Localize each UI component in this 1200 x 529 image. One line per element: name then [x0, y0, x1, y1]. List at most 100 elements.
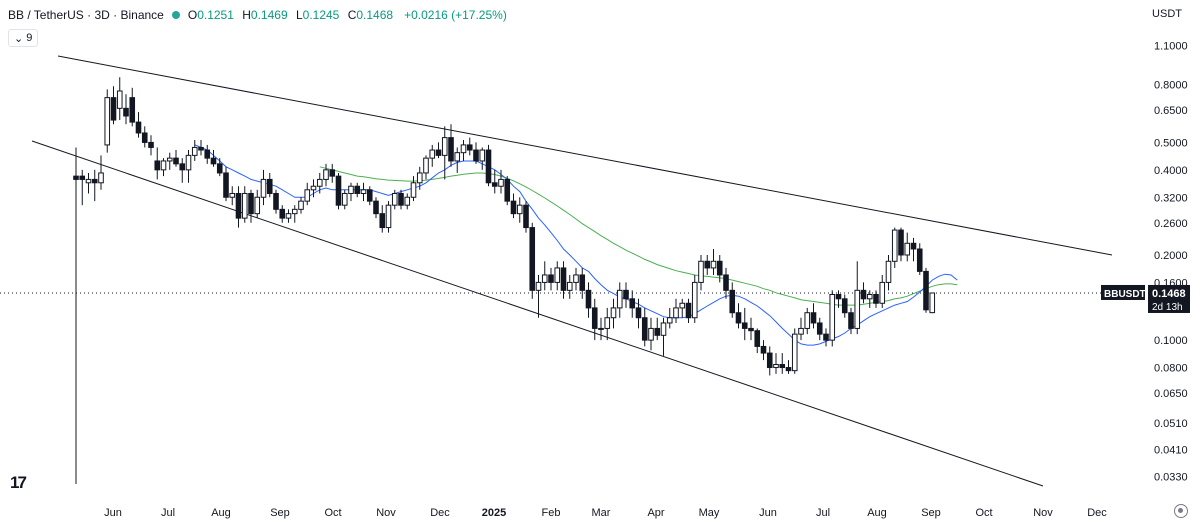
- candle[interactable]: [523, 201, 529, 233]
- candle[interactable]: [504, 176, 511, 206]
- candle[interactable]: [410, 176, 417, 202]
- candle[interactable]: [773, 353, 779, 374]
- candle[interactable]: [116, 77, 123, 121]
- candle[interactable]: [385, 201, 392, 233]
- upper-trendline[interactable]: [57, 55, 1113, 256]
- candle[interactable]: [529, 222, 536, 299]
- candle[interactable]: [123, 94, 129, 125]
- candle[interactable]: [616, 282, 623, 318]
- candle[interactable]: [679, 298, 686, 318]
- candle[interactable]: [466, 137, 473, 156]
- candle[interactable]: [510, 193, 517, 219]
- candle[interactable]: [766, 346, 773, 376]
- candle[interactable]: [541, 261, 548, 291]
- candle[interactable]: [416, 166, 423, 190]
- candle[interactable]: [398, 189, 404, 210]
- candle[interactable]: [748, 317, 754, 341]
- candle[interactable]: [610, 298, 617, 329]
- candle[interactable]: [791, 328, 798, 374]
- candle[interactable]: [760, 340, 767, 361]
- candle[interactable]: [848, 307, 854, 335]
- candle[interactable]: [741, 307, 748, 341]
- candle[interactable]: [254, 189, 261, 219]
- candle[interactable]: [916, 243, 923, 275]
- candle[interactable]: [923, 267, 929, 313]
- candle[interactable]: [304, 182, 311, 206]
- candle[interactable]: [816, 317, 823, 341]
- candle[interactable]: [641, 307, 648, 347]
- candle[interactable]: [829, 290, 836, 347]
- candle[interactable]: [460, 139, 467, 161]
- candle[interactable]: [323, 163, 329, 187]
- candle[interactable]: [91, 169, 98, 202]
- candle[interactable]: [654, 317, 661, 341]
- candle[interactable]: [573, 267, 579, 291]
- candle[interactable]: [454, 147, 461, 173]
- candle[interactable]: [666, 307, 673, 329]
- candle[interactable]: [904, 232, 911, 262]
- candle[interactable]: [491, 169, 498, 194]
- candle[interactable]: [629, 290, 636, 318]
- candle[interactable]: [635, 298, 642, 329]
- candle[interactable]: [316, 172, 323, 194]
- candle[interactable]: [366, 186, 373, 206]
- candle[interactable]: [710, 248, 717, 275]
- candle[interactable]: [229, 186, 236, 206]
- candle[interactable]: [860, 282, 867, 304]
- candle[interactable]: [604, 307, 611, 341]
- lower-trendline[interactable]: [31, 140, 1044, 487]
- candle[interactable]: [623, 282, 629, 308]
- candle[interactable]: [704, 254, 711, 275]
- candle[interactable]: [498, 169, 504, 194]
- candle[interactable]: [548, 267, 554, 291]
- candle[interactable]: [535, 274, 542, 318]
- candle[interactable]: [379, 205, 386, 233]
- symbol-title[interactable]: BB / TetherUS · 3D · Binance: [8, 8, 164, 22]
- candle[interactable]: [479, 147, 486, 170]
- candle[interactable]: [391, 189, 398, 210]
- candle[interactable]: [248, 189, 254, 223]
- candle[interactable]: [673, 298, 679, 323]
- candle[interactable]: [329, 163, 336, 183]
- candle[interactable]: [785, 360, 792, 374]
- candle[interactable]: [160, 158, 167, 177]
- candle[interactable]: [841, 294, 848, 318]
- candle[interactable]: [566, 274, 573, 299]
- candle[interactable]: [154, 147, 161, 180]
- candle[interactable]: [691, 274, 698, 323]
- candle[interactable]: [898, 227, 904, 262]
- gear-icon[interactable]: [1174, 504, 1188, 518]
- candle[interactable]: [129, 87, 136, 127]
- candle[interactable]: [423, 155, 429, 180]
- candle[interactable]: [298, 197, 304, 214]
- candle[interactable]: [291, 205, 298, 223]
- candle[interactable]: [485, 144, 492, 187]
- candle[interactable]: [910, 237, 917, 262]
- candle[interactable]: [798, 317, 804, 341]
- candle[interactable]: [179, 158, 186, 183]
- candle[interactable]: [173, 150, 179, 167]
- candle[interactable]: [223, 166, 229, 202]
- candle[interactable]: [260, 169, 267, 206]
- currency-selector[interactable]: USDT: [1152, 8, 1182, 20]
- candle[interactable]: [810, 303, 817, 329]
- candle[interactable]: [579, 267, 586, 299]
- candle[interactable]: [516, 197, 523, 223]
- candle[interactable]: [404, 193, 411, 210]
- candle[interactable]: [79, 169, 86, 206]
- candle[interactable]: [591, 298, 598, 341]
- candle[interactable]: [660, 317, 667, 356]
- candle[interactable]: [348, 182, 354, 202]
- candle[interactable]: [885, 254, 892, 291]
- candle[interactable]: [866, 290, 873, 308]
- candle[interactable]: [235, 186, 242, 228]
- candle[interactable]: [729, 282, 736, 318]
- candle[interactable]: [73, 147, 79, 484]
- indicators-toggle-button[interactable]: ⌄ 9: [8, 29, 39, 47]
- candle[interactable]: [273, 189, 279, 214]
- candle[interactable]: [560, 261, 567, 299]
- candle[interactable]: [198, 139, 204, 156]
- candle[interactable]: [210, 150, 217, 167]
- candle[interactable]: [735, 303, 742, 329]
